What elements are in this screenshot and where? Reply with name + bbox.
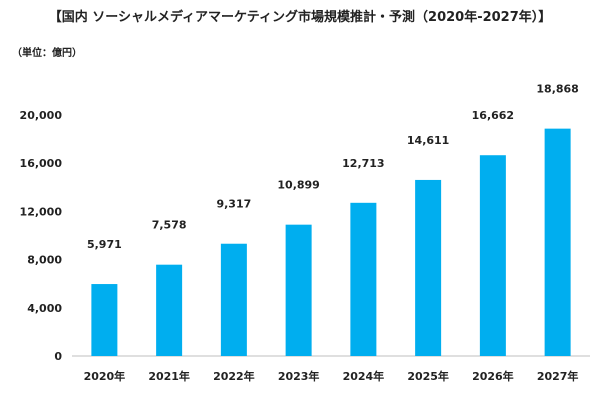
bar [544, 128, 571, 356]
data-label: 18,868 [536, 83, 578, 96]
data-label: 12,713 [342, 157, 384, 170]
x-tick-label: 2023年 [278, 369, 320, 383]
data-label: 16,662 [472, 109, 514, 122]
y-tick-label: 20,000 [20, 109, 63, 122]
bar [156, 264, 183, 356]
y-tick-label: 12,000 [20, 205, 63, 218]
x-tick-label: 2022年 [213, 369, 255, 383]
y-tick-label: 0 [54, 350, 62, 363]
bar [479, 155, 506, 356]
x-tick-label: 2027年 [537, 369, 579, 383]
data-label: 10,899 [277, 179, 319, 192]
bar [350, 202, 377, 356]
bar [220, 243, 247, 356]
x-tick-label: 2020年 [84, 369, 126, 383]
y-tick-label: 4,000 [27, 302, 62, 315]
y-tick-label: 8,000 [27, 254, 62, 267]
data-label: 9,317 [216, 198, 251, 211]
bar [285, 224, 312, 356]
bar [415, 179, 442, 356]
data-label: 14,611 [407, 134, 449, 147]
chart-title: 【国内 ソーシャルメディアマーケティング市場規模推計・予測（2020年-2027… [48, 10, 552, 25]
x-tick-label: 2021年 [148, 369, 190, 383]
x-tick-label: 2024年 [343, 369, 385, 383]
data-label: 7,578 [152, 219, 187, 232]
y-tick-label: 16,000 [20, 157, 63, 170]
x-tick-label: 2025年 [407, 369, 449, 383]
unit-label: （単位：億円） [12, 48, 82, 59]
data-label: 5,971 [87, 238, 122, 251]
x-tick-label: 2026年 [472, 369, 514, 383]
bar [91, 284, 118, 356]
